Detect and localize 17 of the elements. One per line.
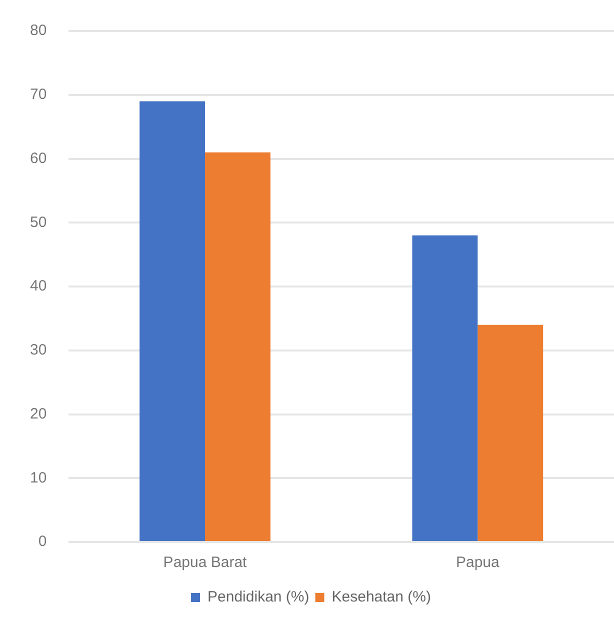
y-tick-label: 10 [30, 469, 47, 486]
legend-label: Pendidikan (%) [208, 588, 310, 606]
y-tick-label: 50 [30, 214, 47, 231]
bar [205, 152, 270, 541]
bar [478, 324, 544, 541]
y-tick-label: 0 [38, 533, 47, 550]
bar [412, 235, 478, 541]
x-tick-label: Papua Barat [163, 554, 248, 572]
y-tick-label: 80 [30, 22, 47, 40]
y-tick-label: 60 [30, 150, 47, 167]
y-tick-label: 20 [30, 405, 47, 422]
y-tick-label: 40 [30, 278, 47, 295]
bar [140, 101, 206, 541]
legend-label: Kesehatan (%) [332, 588, 431, 606]
x-tick-label: Papua [456, 554, 500, 572]
y-tick-label: 70 [30, 86, 47, 104]
y-tick-label: 30 [30, 342, 47, 359]
